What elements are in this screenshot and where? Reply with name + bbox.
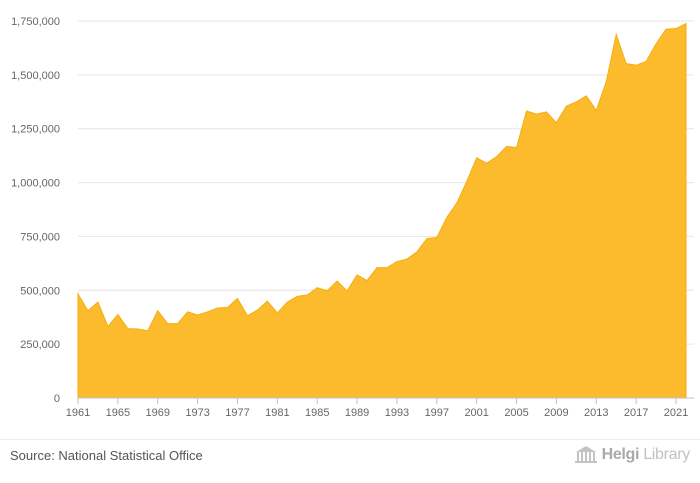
y-tick-label: 1,750,000: [11, 16, 60, 28]
area-fill: [77, 22, 687, 399]
x-tick-label: 1997: [425, 407, 449, 419]
y-tick-label: 1,000,000: [11, 178, 60, 190]
x-tick-label: 1961: [66, 407, 90, 419]
y-tick-label: 250,000: [20, 339, 60, 351]
area-series: [77, 22, 687, 399]
x-tick-label: 2005: [504, 407, 528, 419]
chart-footer: Source: National Statistical Office Helg…: [0, 439, 700, 483]
brand-name-main: Helgi: [601, 446, 640, 463]
y-tick-label: 500,000: [20, 285, 60, 297]
y-tick-label: 750,000: [20, 231, 60, 243]
gridlines: [78, 20, 694, 345]
x-tick-label: 2017: [624, 407, 648, 419]
brand-name-sub: Library: [643, 446, 690, 463]
x-tick-label: 1989: [345, 407, 369, 419]
library-building-icon: [574, 446, 597, 463]
x-tick-label: 1965: [106, 407, 130, 419]
x-tick-label: 2009: [544, 407, 568, 419]
chart: 0 250,000 500,000 750,000 1,000,000 1,250,000…: [11, 16, 694, 419]
x-tick-label: 1985: [305, 407, 329, 419]
x-tick-label: 1981: [265, 407, 289, 419]
axes: [77, 397, 694, 404]
y-tick-label: 1,500,000: [11, 70, 60, 82]
x-axis-tick-labels: 1961 1965 1969 1973 1977 1981 1985 1989 1993 1997…: [66, 407, 689, 419]
y-tick-label: 0: [54, 393, 60, 405]
y-axis-tick-labels: 0 250,000 500,000 750,000 1,000,000 1,250,000…: [11, 16, 60, 405]
x-tick-label: 1969: [145, 407, 169, 419]
x-tick-label: 2013: [584, 407, 608, 419]
source-note: Source: National Statistical Office: [10, 448, 203, 463]
x-tick-label: 1977: [225, 407, 249, 419]
x-tick-label: 2021: [664, 407, 688, 419]
x-tick-label: 2001: [464, 407, 488, 419]
helgilibrary-brand-link[interactable]: Helgi Library: [574, 445, 690, 465]
y-tick-label: 1,250,000: [11, 124, 60, 136]
x-tick-label: 1973: [185, 407, 209, 419]
x-tick-label: 1993: [385, 407, 409, 419]
